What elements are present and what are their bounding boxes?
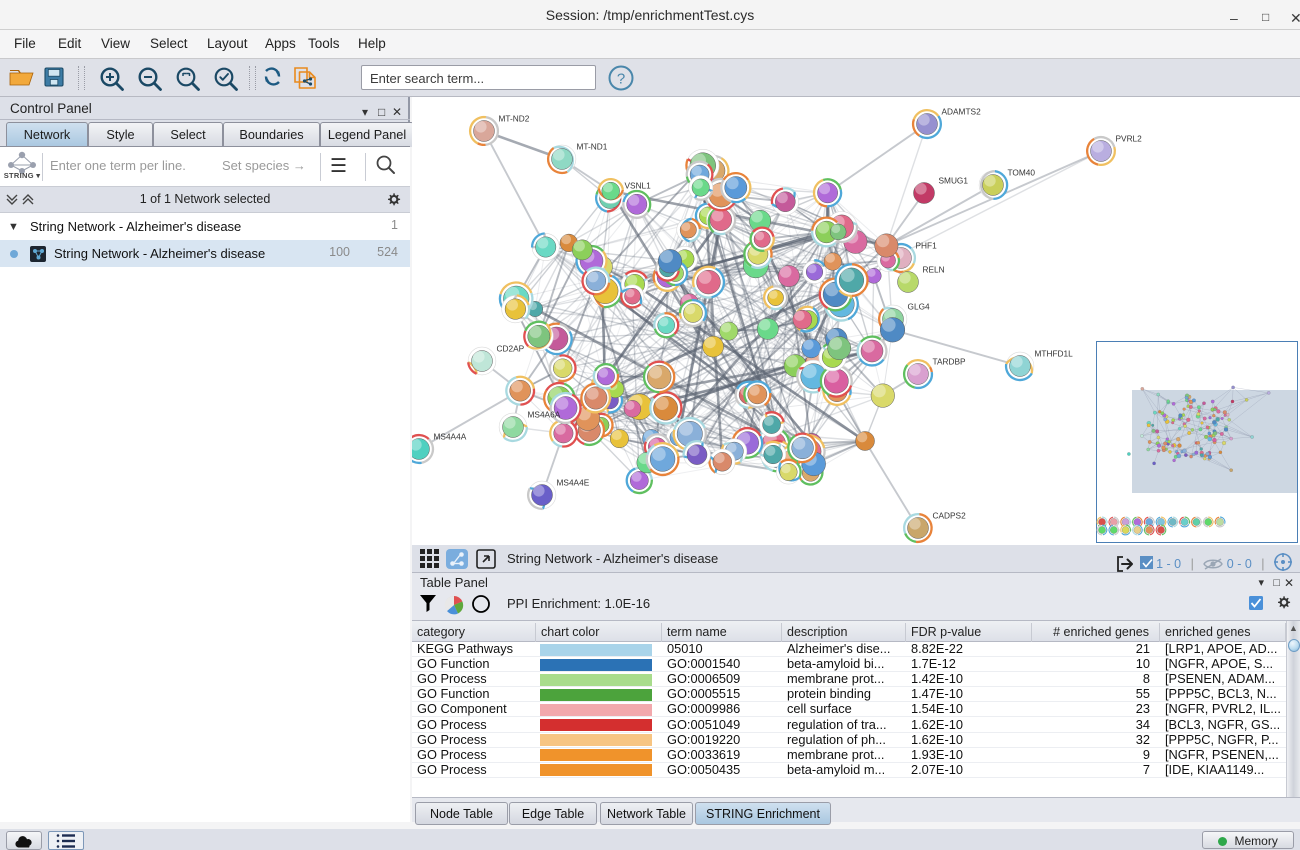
svg-text:MT-ND2: MT-ND2 [499, 114, 530, 124]
svg-text:GLG4: GLG4 [908, 302, 931, 312]
svg-text:CD2AP: CD2AP [497, 344, 525, 354]
svg-text:CADPS2: CADPS2 [933, 511, 967, 521]
svg-text:TOM40: TOM40 [1008, 168, 1036, 178]
svg-text:MS4A6A: MS4A6A [528, 410, 561, 420]
svg-text:SMUG1: SMUG1 [939, 176, 969, 186]
svg-text:VSNL1: VSNL1 [625, 181, 652, 191]
svg-text:TARDBP: TARDBP [933, 357, 967, 367]
svg-text:?: ? [617, 71, 625, 88]
svg-text:ADAMTS2: ADAMTS2 [942, 107, 982, 117]
svg-text:MTHFD1L: MTHFD1L [1035, 349, 1074, 359]
svg-text:RELN: RELN [923, 265, 945, 275]
svg-text:MS4A4A: MS4A4A [434, 432, 467, 442]
svg-text:PVRL2: PVRL2 [1116, 134, 1143, 144]
svg-text:MS4A4E: MS4A4E [557, 478, 590, 488]
svg-text:MT-ND1: MT-ND1 [577, 142, 608, 152]
svg-text:PHF1: PHF1 [916, 241, 938, 251]
